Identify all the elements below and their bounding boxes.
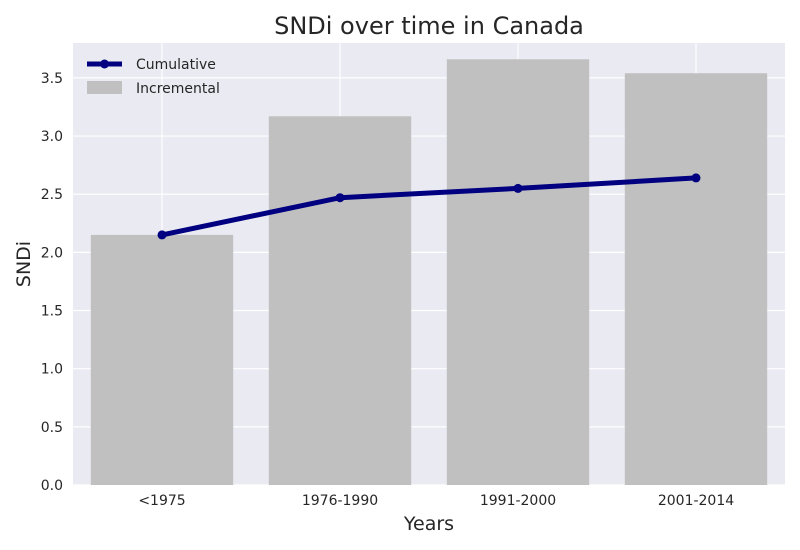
- y-tick-label: 1.0: [41, 362, 63, 378]
- y-tick-label: 1.5: [41, 304, 63, 320]
- cumulative-point: [157, 230, 167, 240]
- bar-incremental: [268, 116, 412, 486]
- bar-incremental: [446, 59, 590, 485]
- x-tick-label: <1975: [138, 493, 185, 509]
- x-tick-label: 2001-2014: [658, 493, 734, 509]
- y-tick-label: 2.5: [41, 187, 63, 203]
- bar-incremental: [624, 73, 768, 486]
- cumulative-line: [161, 175, 697, 238]
- y-tick-label: 3.0: [41, 129, 63, 145]
- y-tick-label: 2.0: [41, 245, 63, 261]
- legend-label-cumulative: Cumulative: [136, 57, 216, 73]
- bar-incremental: [90, 234, 234, 485]
- legend-label-incremental: Incremental: [136, 81, 220, 97]
- y-tick-label: 3.5: [41, 71, 63, 87]
- cumulative-line-layer: [157, 173, 701, 240]
- x-axis-ticks: <1975 1976-1990 1991-2000 2001-2014: [138, 493, 734, 509]
- y-tick-label: 0.0: [41, 478, 63, 494]
- bars: [90, 59, 768, 486]
- cumulative-point: [691, 173, 701, 183]
- cumulative-point: [513, 183, 523, 193]
- y-axis-title: SNDi: [13, 241, 35, 287]
- x-tick-label: 1976-1990: [302, 493, 378, 509]
- y-axis-ticks: 0.0 0.5 1.0 1.5 2.0 2.5 3.0 3.5: [41, 71, 63, 494]
- x-tick-label: 1991-2000: [480, 493, 556, 509]
- cumulative-point: [335, 193, 345, 203]
- legend: Cumulative Incremental: [87, 57, 220, 97]
- chart-title: SNDi over time in Canada: [274, 12, 584, 40]
- legend-marker-cumulative: [100, 59, 109, 69]
- y-tick-label: 0.5: [41, 420, 63, 436]
- legend-swatch-incremental: [87, 81, 122, 94]
- x-axis-title: Years: [403, 513, 454, 535]
